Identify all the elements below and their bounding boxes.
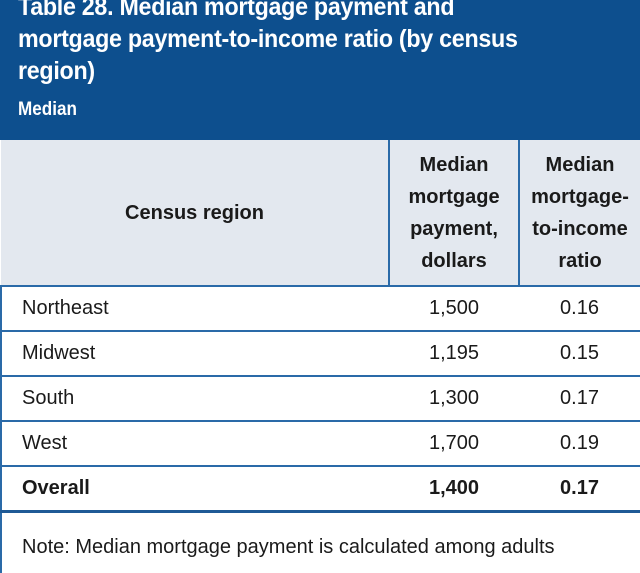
ratio-cell: 0.17 — [519, 376, 640, 422]
ratio-cell: 0.15 — [519, 331, 640, 377]
region-cell: South — [0, 376, 389, 422]
payment-cell: 1,700 — [389, 421, 519, 467]
table-row: South 1,300 0.17 — [0, 376, 640, 422]
column-header-payment: Median mortgage payment, dollars — [389, 140, 520, 287]
payment-cell: 1,300 — [389, 376, 519, 422]
region-cell: Northeast — [0, 286, 389, 332]
total-row: Overall 1,400 0.17 — [0, 466, 640, 513]
payment-cell: 1,500 — [389, 286, 519, 332]
region-cell: West — [0, 421, 389, 467]
table-title-banner: Table 28. Median mortgage payment and mo… — [0, 0, 640, 140]
ratio-cell: 0.17 — [519, 466, 640, 513]
header-row: Census region Median mortgage payment, d… — [1, 140, 640, 287]
table-title: Table 28. Median mortgage payment and mo… — [18, 0, 613, 87]
table-row: West 1,700 0.19 — [0, 421, 640, 467]
table-row: Northeast 1,500 0.16 — [0, 286, 640, 332]
table-note: Note: Median mortgage payment is calcula… — [0, 513, 640, 573]
table-subtitle: Median — [18, 99, 77, 120]
column-header-ratio: Median mortgage- to-income ratio — [519, 140, 640, 287]
ratio-cell: 0.16 — [519, 286, 640, 332]
title-line: mortgage payment-to-income ratio (by cen… — [18, 25, 518, 53]
ratio-cell: 0.19 — [519, 421, 640, 467]
region-cell: Midwest — [0, 331, 389, 377]
column-header-region: Census region — [1, 140, 390, 287]
region-cell: Overall — [0, 466, 389, 513]
table-row: Midwest 1,195 0.15 — [0, 331, 640, 377]
data-table: Census region Median mortgage payment, d… — [0, 140, 640, 513]
title-line: Table 28. Median mortgage payment and — [18, 0, 455, 21]
note-text: Note: Median mortgage payment is calcula… — [22, 536, 555, 558]
title-line: region) — [18, 57, 95, 85]
payment-cell: 1,400 — [389, 466, 519, 513]
payment-cell: 1,195 — [389, 331, 519, 377]
